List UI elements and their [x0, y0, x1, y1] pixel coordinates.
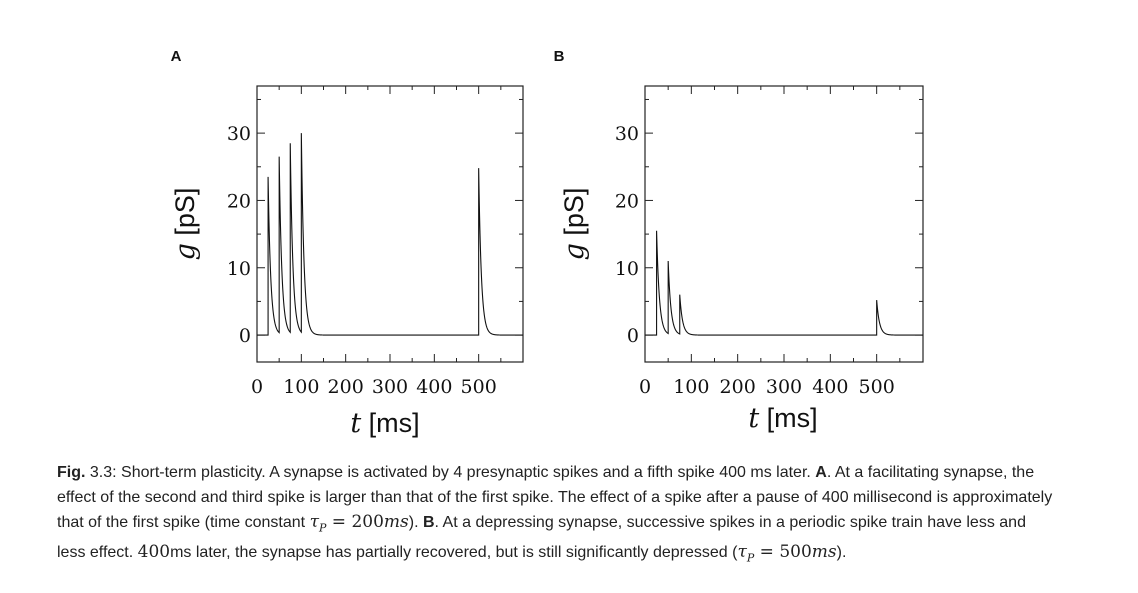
- caption-text-4: . At a depressing synapse, successive sp…: [57, 514, 1026, 562]
- caption-text-5: ms later, the synapse has partially reco…: [170, 544, 738, 562]
- caption-tau-a: τP = 200ms: [309, 512, 409, 535]
- caption-label-a: A: [815, 464, 827, 481]
- conductance-trace-a: [257, 133, 523, 336]
- x-tick-label-b: 200: [720, 376, 756, 398]
- caption-400: 400: [137, 542, 171, 563]
- figure-caption: Fig. 3.3: Short-term plasticity. A synap…: [57, 460, 1057, 571]
- plot-frame-b: [644, 85, 924, 363]
- x-tick-label-a: 500: [461, 376, 497, 398]
- y-tick-label-b: 30: [615, 123, 639, 145]
- x-tick-label-b: 500: [859, 376, 895, 398]
- x-axis-label-b: t [ms]: [748, 403, 817, 434]
- y-tick-label-b: 10: [615, 258, 639, 280]
- x-tick-label-b: 0: [639, 376, 651, 398]
- x-tick-label-b: 300: [766, 376, 802, 398]
- caption-text-6: ).: [836, 544, 847, 562]
- x-tick-label-b: 100: [673, 376, 709, 398]
- x-tick-label-a: 400: [416, 376, 452, 398]
- y-tick-label-b: 0: [627, 325, 639, 347]
- y-axis-label-b: g [pS]: [559, 188, 590, 261]
- panel-letter-b: B: [554, 48, 565, 65]
- y-tick-label-a: 20: [227, 190, 251, 212]
- caption-fig-number: 3.3: [89, 464, 113, 481]
- y-tick-label-a: 0: [239, 325, 251, 347]
- y-tick-label-a: 30: [227, 123, 251, 145]
- panel-a: A 0 100 200 300 400 500 0 10 20 30 t [ms] g [pS]: [170, 48, 524, 439]
- conductance-trace-b: [645, 230, 923, 336]
- x-tick-label-a: 100: [283, 376, 319, 398]
- y-tick-label-b: 20: [615, 190, 639, 212]
- x-axis-label-a: t [ms]: [350, 408, 419, 439]
- x-tick-label-b: 400: [812, 376, 848, 398]
- y-tick-label-a: 10: [227, 258, 251, 280]
- caption-text-3: ).: [408, 514, 423, 531]
- y-axis-label-a: g [pS]: [170, 188, 201, 261]
- caption-label-b: B: [422, 514, 435, 531]
- x-tick-label-a: 0: [251, 376, 263, 398]
- x-tick-label-a: 300: [372, 376, 408, 398]
- caption-tau-b: τP = 500ms: [737, 542, 837, 565]
- caption-text-2: . At a facilitating synapse, the effect …: [57, 464, 1053, 531]
- panel-b: B 0 100 200 300 400 500 0 10 20 30 t [ms] g [pS]: [554, 48, 924, 434]
- x-tick-label-a: 200: [328, 376, 364, 398]
- panel-letter-a: A: [171, 48, 182, 65]
- caption-text-1: : Short-term plasticity. A synapse is ac…: [112, 464, 816, 481]
- caption-fig-label: Fig.: [57, 464, 86, 481]
